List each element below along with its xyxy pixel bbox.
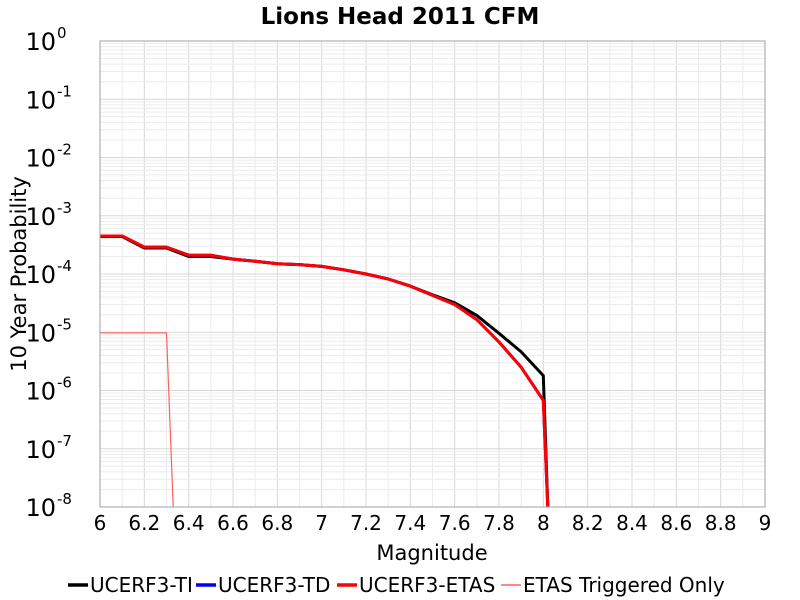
x-tick-label: 8.2	[572, 511, 604, 535]
y-tick-exponent: -3	[57, 199, 72, 217]
chart-title: Lions Head 2011 CFM	[261, 4, 540, 30]
x-tick-label: 7.8	[483, 511, 515, 535]
legend-label: UCERF3-TD	[218, 573, 330, 597]
y-tick-exponent: -7	[57, 432, 72, 450]
x-tick-label: 6.4	[173, 511, 205, 535]
x-tick-label: 7.6	[439, 511, 471, 535]
x-tick-label: 6.8	[261, 511, 293, 535]
x-axis-label: Magnitude	[376, 541, 487, 565]
y-tick-label: 10	[25, 378, 56, 406]
series-layer	[100, 234, 550, 508]
y-tick-exponent: -8	[57, 490, 72, 508]
x-tick-label: 8	[537, 511, 550, 535]
y-tick-exponent: -2	[57, 141, 72, 159]
x-tick-label: 7.2	[350, 511, 382, 535]
y-tick-label: 10	[25, 86, 56, 114]
y-tick-label: 10	[25, 145, 56, 173]
y-tick-exponent: -1	[57, 82, 72, 100]
y-axis-label: 10 Year Probability	[7, 176, 31, 372]
series-line-etas-triggered-only	[100, 332, 174, 508]
y-tick-label: 10	[25, 28, 56, 56]
x-tick-label: 9	[759, 511, 772, 535]
legend-label: UCERF3-TI	[90, 573, 193, 597]
x-tick-label: 8.4	[616, 511, 648, 535]
x-tick-label: 7	[315, 511, 328, 535]
y-tick-label: 10	[25, 261, 56, 289]
y-tick-label: 10	[25, 319, 56, 347]
x-tick-label: 6.2	[128, 511, 160, 535]
x-axis-ticks: 6 6.2 6.4 6.6 6.8 7 7.2 7.4 7.6 7.8 8 8.2 8.4 8.6 8.8 9	[94, 511, 772, 535]
series-line-ucerf3-etas	[100, 234, 550, 508]
y-tick-label: 10	[25, 494, 56, 522]
legend-label: UCERF3-ETAS	[359, 573, 495, 597]
plot-frame	[99, 40, 766, 508]
legend: UCERF3-TI UCERF3-TD UCERF3-ETAS ETAS Trigge…	[68, 573, 725, 597]
y-tick-exponent: -6	[57, 374, 72, 392]
x-tick-label: 7.4	[394, 511, 426, 535]
x-tick-label: 8.8	[705, 511, 737, 535]
y-tick-exponent: 0	[57, 24, 67, 42]
y-tick-exponent: -4	[57, 257, 72, 275]
x-tick-label: 6	[94, 511, 107, 535]
y-tick-label: 10	[25, 436, 56, 464]
legend-label: ETAS Triggered Only	[523, 573, 725, 597]
y-tick-exponent: -5	[57, 315, 72, 333]
x-tick-label: 8.6	[660, 511, 692, 535]
grid	[99, 40, 766, 508]
y-tick-label: 10	[25, 203, 56, 231]
x-tick-label: 6.6	[217, 511, 249, 535]
